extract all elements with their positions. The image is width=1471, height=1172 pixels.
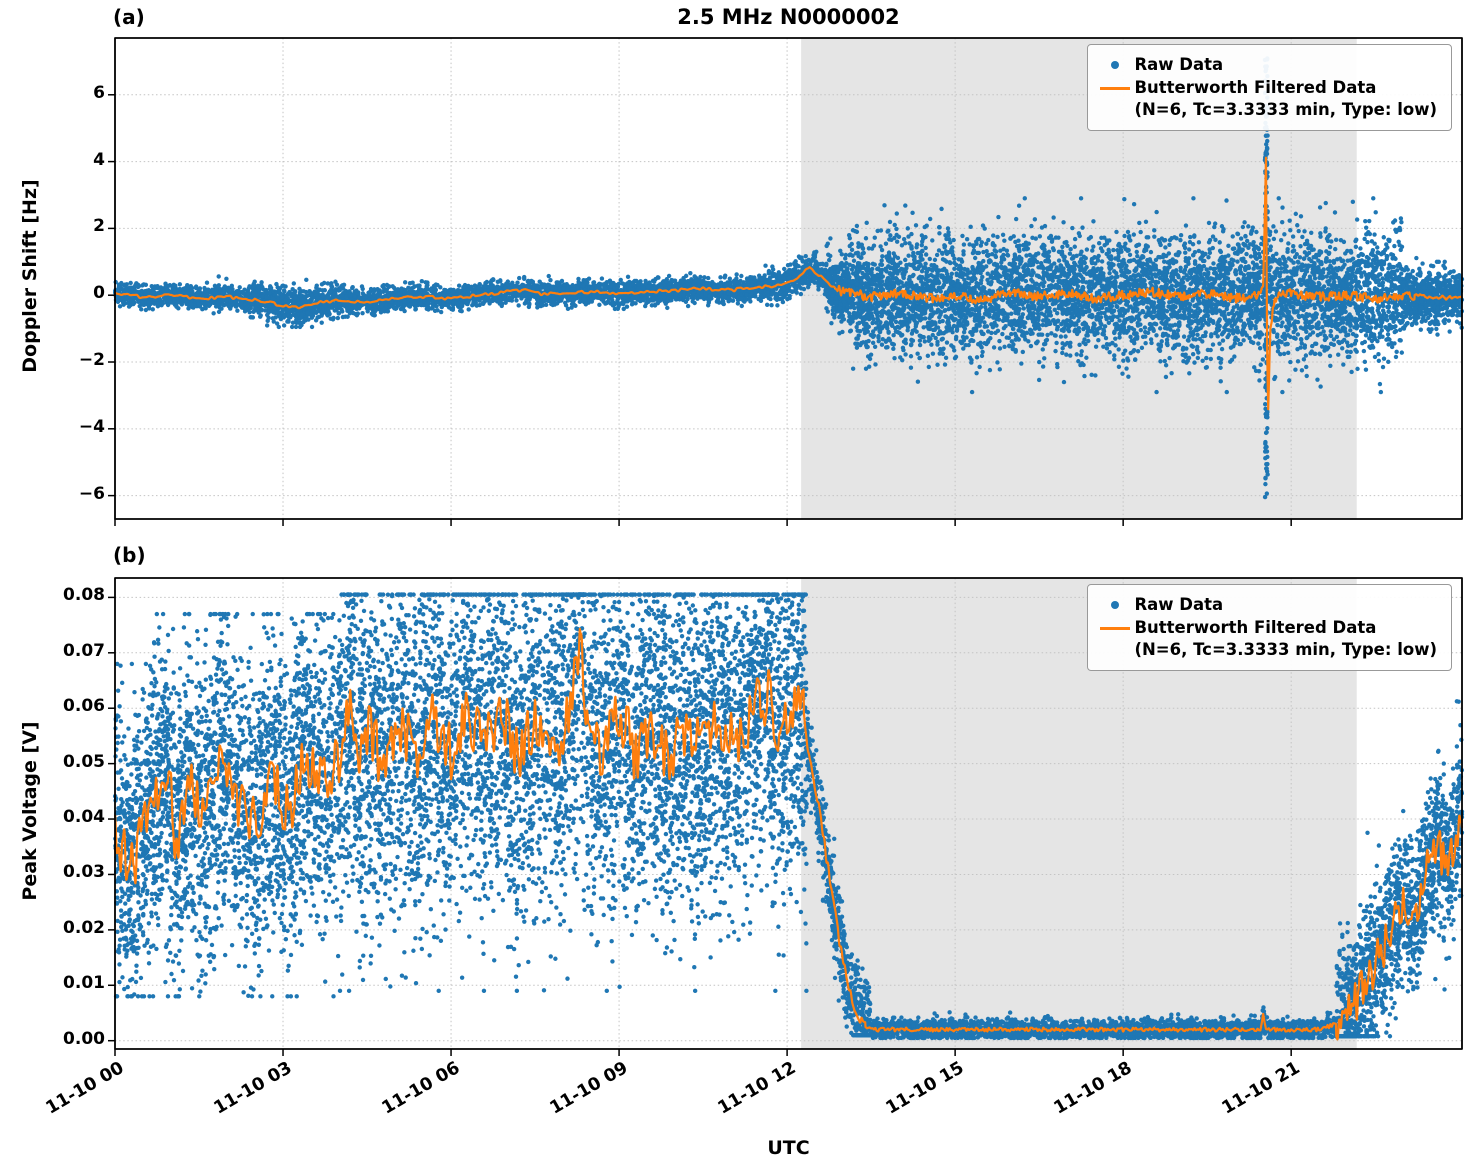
raw-data-marker-icon <box>1096 594 1134 615</box>
legend-filtered-params: (N=6, Tc=3.3333 min, Type: low) <box>1134 639 1437 659</box>
raw-data-marker-icon <box>1096 54 1134 75</box>
legend-raw-label: Raw Data <box>1134 55 1224 74</box>
y-tick-label: 0.05 <box>63 751 105 772</box>
legend-item-filtered: Butterworth Filtered Data (N=6, Tc=3.333… <box>1096 77 1437 120</box>
legend-panel-b: Raw Data Butterworth Filtered Data (N=6,… <box>1087 584 1452 672</box>
chart-title: 2.5 MHz N0000002 <box>677 5 900 29</box>
filtered-line-marker-icon <box>1096 77 1134 99</box>
panel-a-tag: (a) <box>113 5 145 29</box>
y-tick-label: 4 <box>93 149 105 170</box>
legend-item-filtered: Butterworth Filtered Data (N=6, Tc=3.333… <box>1096 617 1437 660</box>
y-tick-label: 6 <box>93 82 105 103</box>
filtered-line-marker-icon <box>1096 617 1134 639</box>
legend-filtered-label: Butterworth Filtered Data <box>1134 78 1377 98</box>
y-tick-label: −6 <box>78 483 105 504</box>
y-tick-label: 0.02 <box>63 917 105 938</box>
y-tick-label: 0.00 <box>63 1028 105 1049</box>
y-tick-label: 0.08 <box>63 585 105 606</box>
y-tick-label: −4 <box>78 416 105 437</box>
y-tick-label: 0 <box>93 283 105 304</box>
legend-filtered-params: (N=6, Tc=3.3333 min, Type: low) <box>1134 99 1437 119</box>
y-tick-label: 0.06 <box>63 696 105 717</box>
y-tick-label: −2 <box>78 350 105 370</box>
panel-b-tag: (b) <box>113 543 146 567</box>
y-tick-label: 0.04 <box>63 807 105 828</box>
legend-item-raw: Raw Data <box>1096 54 1437 75</box>
legend-item-raw: Raw Data <box>1096 594 1437 615</box>
legend-filtered-label: Butterworth Filtered Data <box>1134 618 1377 638</box>
y-tick-label: 0.03 <box>63 862 105 883</box>
x-axis-label: UTC <box>767 1137 810 1159</box>
y-tick-label: 2 <box>93 216 105 237</box>
y-tick-label: 0.07 <box>63 640 105 661</box>
legend-raw-label: Raw Data <box>1134 595 1224 614</box>
legend-panel-a: Raw Data Butterworth Filtered Data (N=6,… <box>1087 44 1452 132</box>
y-tick-label: 0.01 <box>63 973 105 994</box>
